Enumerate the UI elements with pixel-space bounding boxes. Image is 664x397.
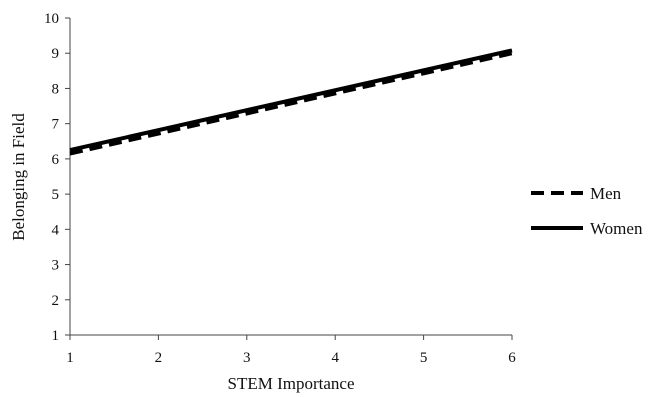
y-tick-label: 8 (52, 81, 60, 97)
x-tick-label: 2 (155, 350, 163, 366)
y-tick-label: 6 (52, 152, 60, 168)
y-axis: 1 2 3 4 5 6 7 8 9 10 (44, 11, 71, 344)
x-axis-title: STEM Importance (228, 374, 355, 393)
y-tick-label: 9 (52, 46, 60, 62)
y-tick-label: 3 (52, 258, 60, 274)
y-tick-label: 4 (52, 222, 60, 238)
legend-item-women: Women (531, 219, 643, 238)
x-axis: 1 2 3 4 5 6 (66, 334, 516, 366)
x-tick-label: 4 (331, 350, 339, 366)
series-line-women (69, 48, 513, 153)
legend-label-women: Women (590, 219, 643, 238)
x-tick-label: 3 (243, 350, 251, 366)
x-tick-label: 1 (66, 350, 74, 366)
y-tick-label: 2 (52, 293, 60, 309)
legend-item-men: Men (531, 184, 622, 203)
y-tick-label: 1 (52, 328, 60, 344)
legend: Men Women (531, 184, 643, 238)
y-axis-title: Belonging in Field (9, 113, 28, 241)
x-tick-label: 5 (420, 350, 428, 366)
series-line-men (69, 51, 513, 156)
y-tick-label: 5 (52, 187, 60, 203)
y-tick-label: 7 (52, 117, 60, 133)
series-layer (69, 48, 513, 156)
legend-label-men: Men (590, 184, 622, 203)
y-tick-label: 10 (44, 11, 59, 27)
x-tick-label: 6 (508, 350, 516, 366)
